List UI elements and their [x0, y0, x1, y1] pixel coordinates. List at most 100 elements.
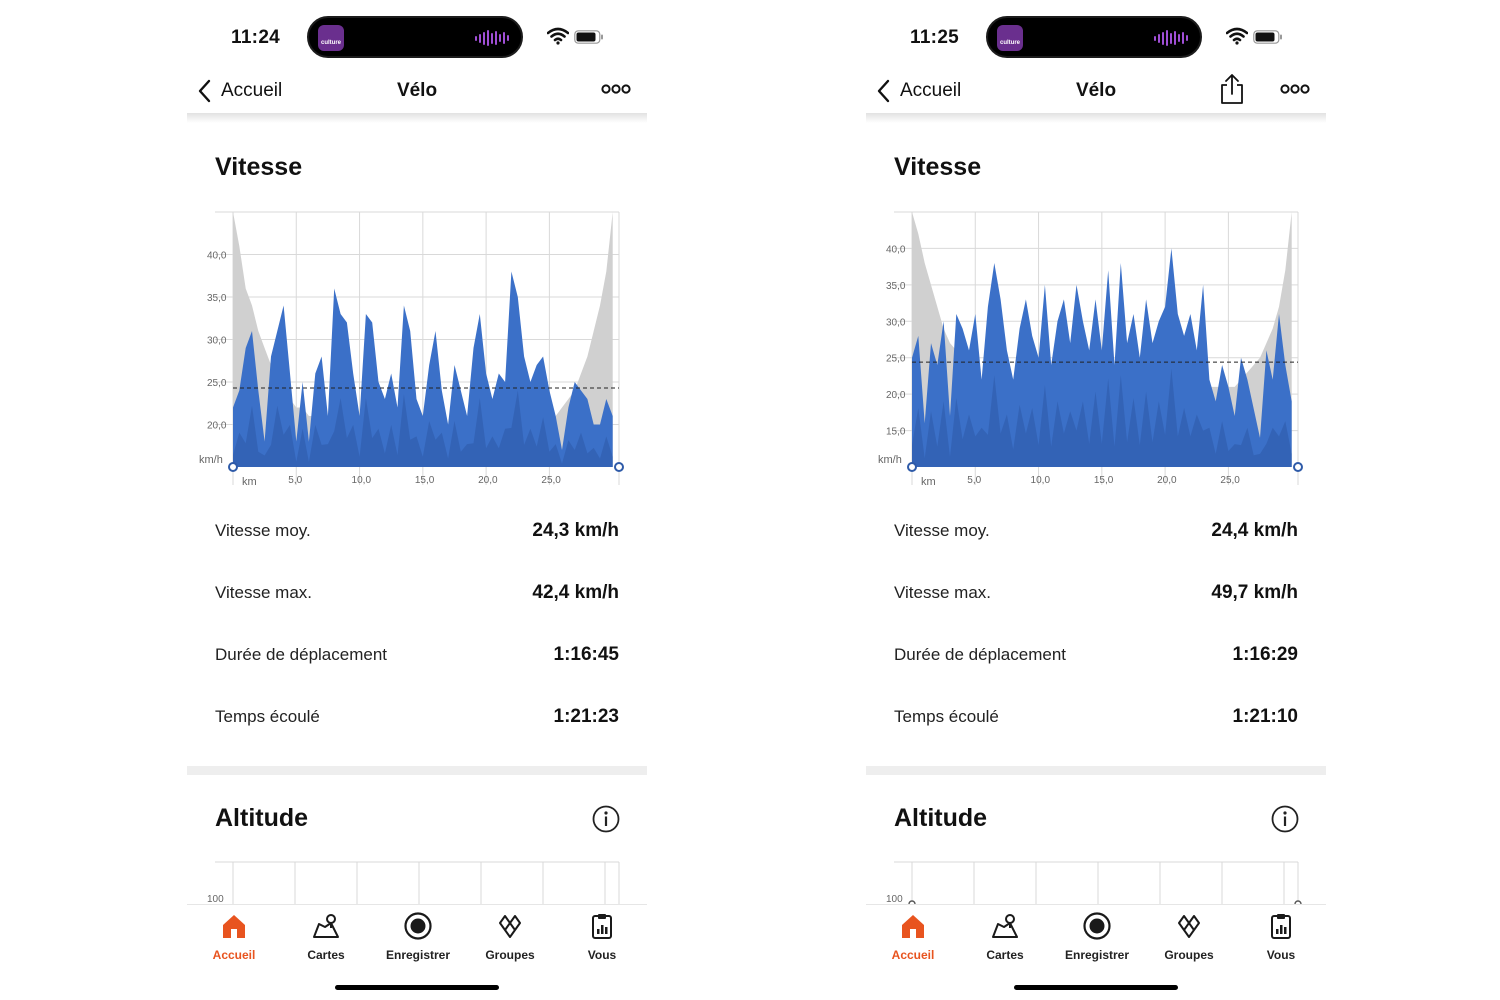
speed-section-title: Vitesse: [215, 153, 303, 181]
info-icon[interactable]: [591, 804, 621, 834]
speed-chart[interactable]: 40,0 35,0 30,0 25,0 20,0 5,0 10,0 15,0 20,0 25,0 k…: [187, 200, 647, 500]
phone-right: 11:25 culture Accueil Vélo Vitesse 40,0 3…: [866, 0, 1326, 1000]
radio-app-icon: culture: [997, 25, 1023, 51]
tab-enregistrer[interactable]: Enregistrer: [372, 911, 464, 971]
range-start-handle[interactable]: [907, 462, 917, 472]
speed-chart[interactable]: 40,0 35,0 30,0 25,0 20,0 15,0 5,0 10,0 15,0 20,0 2…: [866, 200, 1326, 500]
stat-value: 1:21:10: [1232, 706, 1299, 727]
audio-wave-bar: [1162, 31, 1164, 45]
tab-label: Cartes: [986, 948, 1024, 962]
stat-row-moving-time: Durée de déplacement 1:16:29: [894, 640, 1298, 670]
speed-area: [912, 248, 1292, 467]
audio-wave-bar: [1158, 33, 1160, 43]
altitude-section-title: Altitude: [215, 804, 309, 832]
altitude-chart[interactable]: 100: [866, 860, 1326, 906]
stat-row-max-speed: Vitesse max. 49,7 km/h: [894, 578, 1298, 608]
dynamic-island[interactable]: culture: [307, 16, 523, 58]
audio-wave-icon: [475, 30, 509, 46]
tab-vous[interactable]: Vous: [1235, 911, 1326, 971]
stat-row-avg-speed: Vitesse moy. 24,3 km/h: [215, 516, 619, 546]
y-tick-label: 40,0: [886, 244, 906, 255]
clipboard-icon: [1271, 914, 1291, 939]
stat-label: Vitesse max.: [894, 583, 992, 602]
record-icon: [1083, 912, 1111, 940]
status-time: 11:25: [910, 27, 960, 48]
more-options-icon[interactable]: [1280, 82, 1310, 96]
tab-cartes[interactable]: Cartes: [959, 911, 1051, 971]
x-tick-label: 20,0: [1157, 475, 1177, 486]
range-end-handle[interactable]: [1293, 462, 1303, 472]
audio-wave-bar: [1186, 35, 1188, 41]
tab-label: Groupes: [1164, 948, 1214, 962]
back-label: Accueil: [900, 80, 962, 101]
y-tick-label: 15,0: [886, 427, 906, 438]
audio-wave-bar: [479, 33, 481, 43]
stat-row-elapsed-time: Temps écoulé 1:21:23: [215, 702, 619, 732]
audio-wave-bar: [1170, 32, 1172, 44]
nav-bar: Accueil Vélo: [187, 70, 647, 114]
altitude-chart[interactable]: 100: [187, 860, 647, 906]
audio-wave-bar: [487, 30, 489, 46]
tab-label: Cartes: [307, 948, 345, 962]
tab-label: Vous: [587, 948, 617, 962]
map-icon: [992, 914, 1018, 938]
nav-shadow: [187, 113, 647, 123]
section-divider: [187, 766, 647, 775]
info-icon[interactable]: [1270, 804, 1300, 834]
x-tick-label: 15,0: [1094, 475, 1114, 486]
stat-row-avg-speed: Vitesse moy. 24,4 km/h: [894, 516, 1298, 546]
y-tick-label: 35,0: [207, 293, 227, 304]
tab-accueil[interactable]: Accueil: [867, 911, 959, 971]
tab-enregistrer[interactable]: Enregistrer: [1051, 911, 1143, 971]
more-options-icon[interactable]: [601, 82, 631, 96]
audio-wave-bar: [1166, 30, 1168, 46]
tab-groupes[interactable]: Groupes: [1143, 911, 1235, 971]
stat-row-moving-time: Durée de déplacement 1:16:45: [215, 640, 619, 670]
audio-wave-bar: [503, 32, 505, 44]
x-unit-label: km: [242, 476, 257, 488]
x-unit-label: km: [921, 476, 936, 488]
stat-row-max-speed: Vitesse max. 42,4 km/h: [215, 578, 619, 608]
record-icon: [404, 912, 432, 940]
home-indicator[interactable]: [335, 985, 499, 990]
range-end-handle[interactable]: [614, 462, 624, 472]
radio-app-icon: culture: [318, 25, 344, 51]
groups-icon: [1178, 915, 1200, 938]
tab-groupes[interactable]: Groupes: [464, 911, 556, 971]
stat-label: Vitesse moy.: [894, 521, 990, 540]
tab-cartes[interactable]: Cartes: [280, 911, 372, 971]
altitude-grid: [215, 861, 620, 906]
audio-wave-bar: [495, 31, 497, 45]
tab-accueil[interactable]: Accueil: [188, 911, 280, 971]
phone-left: 11:24 culture Accueil Vélo Vitesse 40,0 3…: [187, 0, 647, 1000]
tab-vous[interactable]: Vous: [556, 911, 647, 971]
tab-label: Enregistrer: [1064, 948, 1130, 962]
back-label: Accueil: [221, 80, 283, 101]
range-start-handle[interactable]: [228, 462, 238, 472]
audio-wave-icon: [1154, 30, 1188, 46]
dynamic-island[interactable]: culture: [986, 16, 1202, 58]
home-indicator[interactable]: [1014, 985, 1178, 990]
stat-value: 24,4 km/h: [1211, 520, 1298, 541]
y-tick-label: 30,0: [886, 317, 906, 328]
wifi-icon: [547, 27, 569, 45]
chevron-left-icon: [877, 79, 890, 103]
stat-label: Vitesse moy.: [215, 521, 311, 540]
y-tick-label: 25,0: [207, 378, 227, 389]
y-tick-label: 35,0: [886, 281, 906, 292]
stat-label: Temps écoulé: [215, 707, 320, 726]
altitude-section-title: Altitude: [894, 804, 988, 832]
battery-icon: [1253, 30, 1282, 44]
share-icon[interactable]: [1219, 73, 1245, 105]
back-button[interactable]: Accueil: [874, 78, 961, 104]
audio-wave-bar: [1174, 31, 1176, 45]
x-tick-label: 5,0: [967, 475, 981, 486]
back-button[interactable]: Accueil: [195, 78, 282, 104]
stat-row-elapsed-time: Temps écoulé 1:21:10: [894, 702, 1298, 732]
stat-value: 1:16:45: [553, 644, 620, 665]
altitude-grid: [894, 861, 1299, 906]
chevron-left-icon: [198, 79, 211, 103]
stat-value: 42,4 km/h: [532, 582, 619, 603]
audio-wave-bar: [507, 35, 509, 41]
tab-label: Accueil: [891, 948, 935, 962]
